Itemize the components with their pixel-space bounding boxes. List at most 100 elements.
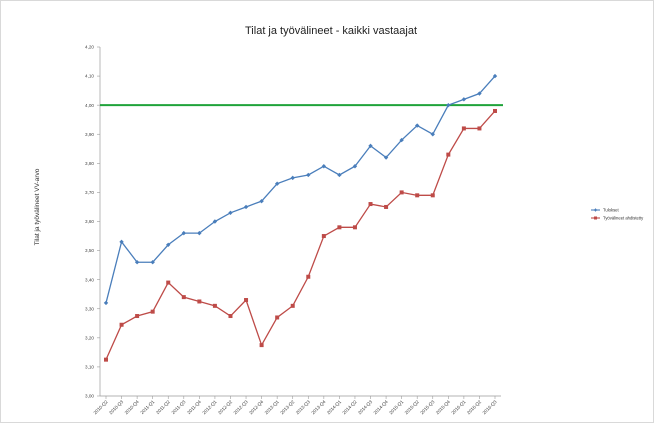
y-tick-label: 3,30 [85, 306, 94, 311]
y-tick-label: 3,20 [85, 335, 94, 340]
data-point [212, 219, 218, 224]
data-point [368, 202, 373, 207]
y-tick-label: 3,50 [85, 248, 94, 253]
y-tick-label: 3,60 [85, 219, 94, 224]
y-tick-label: 3,10 [85, 365, 94, 370]
data-point [399, 137, 404, 143]
data-point [197, 299, 202, 304]
x-tick-label: 2014-Q3 [357, 399, 373, 415]
data-point [461, 126, 466, 131]
data-point [119, 239, 124, 245]
data-point [352, 225, 357, 230]
data-point [492, 73, 498, 79]
chart-title: Tilat ja työvälineet - kaikki vastaajat [245, 25, 417, 37]
data-point [275, 315, 280, 320]
data-point [290, 175, 295, 181]
x-tick-label: 2012-Q1 [201, 399, 217, 415]
data-point [446, 152, 451, 157]
data-point [181, 230, 186, 236]
x-tick-label: 2015-Q4 [435, 399, 451, 415]
data-point [244, 298, 249, 303]
x-tick-label: 2012-Q3 [233, 399, 249, 415]
y-tick-label: 3,70 [85, 190, 94, 195]
y-axis-label: Tilat ja työvälineet VV-arvo [34, 168, 41, 245]
data-point [197, 230, 202, 236]
x-tick-label: 2011-Q1 [139, 399, 155, 415]
data-point [477, 126, 482, 131]
series-line-1 [105, 75, 496, 304]
data-point [337, 225, 342, 230]
data-point [461, 97, 467, 102]
x-tick-label: 2012-Q4 [248, 399, 264, 415]
x-tick-label: 2014-Q4 [373, 399, 389, 415]
x-tick-label: 2011-Q3 [171, 399, 187, 415]
data-point [446, 102, 451, 108]
x-tick-label: 2012-Q2 [217, 399, 233, 415]
y-tick-label: 4,10 [85, 74, 94, 79]
x-tick-label: 2010-Q2 [93, 399, 109, 415]
data-point [228, 314, 233, 319]
data-point [493, 108, 497, 113]
x-tick-label: 2013-Q4 [310, 399, 326, 415]
y-tick-label: 4,00 [85, 103, 94, 108]
legend-swatch-marker [594, 216, 597, 220]
x-tick-label: 2014-Q2 [341, 399, 357, 415]
data-point [306, 274, 311, 279]
legend-label: Työvälineet ahdistetty [603, 216, 644, 221]
data-point [150, 260, 155, 265]
y-tick-label: 4,20 [85, 45, 94, 50]
x-tick-label: 2016-Q1 [450, 399, 466, 415]
data-point [134, 260, 140, 265]
data-point [384, 204, 389, 209]
x-tick-label: 2015-Q2 [404, 399, 420, 415]
data-point [368, 143, 373, 149]
y-tick-label: 3,00 [85, 394, 94, 399]
data-point [415, 193, 420, 198]
data-point [337, 172, 342, 178]
x-tick-label: 2013-Q1 [264, 399, 280, 415]
data-point [104, 357, 108, 362]
x-tick-label: 2015-Q1 [388, 399, 404, 415]
series-layer [103, 73, 498, 362]
data-point [181, 295, 186, 300]
axes: 4,20 4,10 4,00 3,90 3,80 3,70 3,60 3,50 3,40 3,30… [85, 45, 501, 415]
x-tick-label: 2010-Q3 [108, 399, 124, 415]
data-point [166, 280, 171, 285]
data-point [150, 309, 155, 314]
y-tick-label: 3,80 [85, 161, 94, 166]
data-point [290, 303, 295, 308]
data-point [352, 164, 358, 169]
x-tick-label: 2015-Q3 [419, 399, 435, 415]
x-tick-label: 2014-Q1 [326, 399, 342, 415]
data-point [135, 314, 140, 319]
data-point [166, 242, 171, 247]
data-point [243, 204, 249, 210]
data-point [430, 132, 435, 137]
data-point [119, 322, 124, 327]
data-point [383, 155, 389, 160]
x-tick-label: 2011-Q4 [186, 399, 202, 415]
x-tick-label: 2013-Q3 [295, 399, 311, 415]
x-tick-label: 2016-Q3 [482, 399, 498, 415]
legend-label: Tulokset [603, 208, 620, 213]
data-point [212, 303, 217, 308]
data-point [399, 190, 404, 195]
data-point [306, 172, 311, 178]
data-point [259, 198, 264, 204]
data-point [321, 164, 327, 169]
data-point [321, 234, 326, 239]
data-point [259, 343, 264, 348]
x-tick-label: 2013-Q2 [279, 399, 295, 415]
legend: Tulokset Työvälineet ahdistetty [591, 208, 644, 221]
data-point [228, 210, 233, 215]
data-point [430, 193, 435, 198]
series-line-2 [105, 110, 496, 360]
y-tick-label: 3,90 [85, 132, 94, 137]
x-tick-label: 2016-Q2 [466, 399, 482, 415]
legend-swatch-marker [593, 208, 598, 212]
x-tick-label: 2010-Q4 [124, 399, 140, 415]
data-point [477, 91, 482, 96]
data-point [415, 123, 420, 128]
